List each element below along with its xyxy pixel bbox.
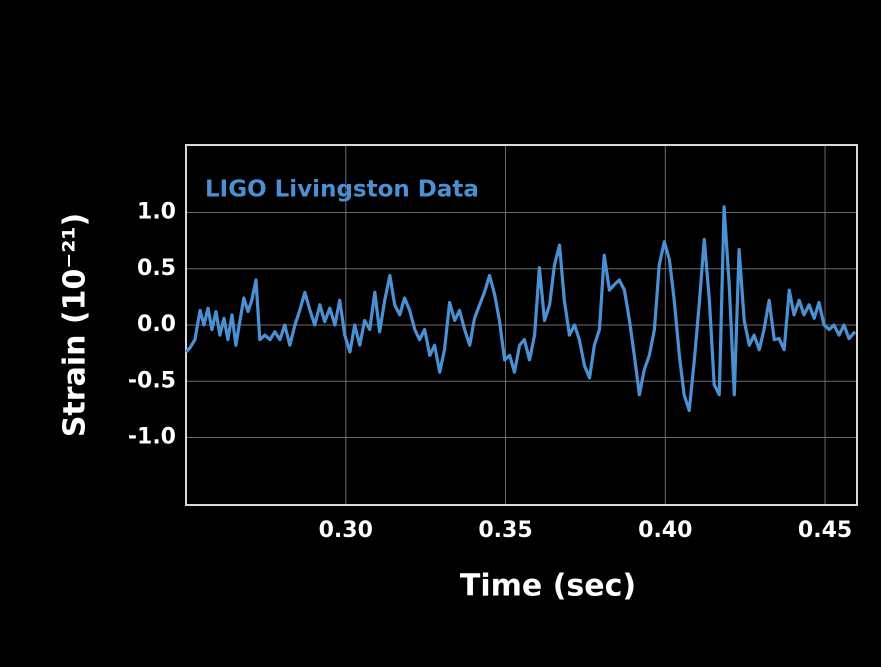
- x-axis-label: Time (sec): [460, 569, 636, 604]
- data-line: [184, 205, 857, 413]
- x-tick-label: 0.30: [319, 518, 373, 543]
- x-tick-label: 0.40: [638, 518, 692, 543]
- y-tick-label: 0.0: [137, 312, 176, 337]
- y-axis-label: Strain (10⁻²¹): [58, 213, 93, 437]
- x-tick-label: 0.45: [798, 518, 852, 543]
- plot-frame: [185, 144, 858, 506]
- y-tick-label: 1.0: [137, 200, 176, 225]
- x-tick-label: 0.35: [478, 518, 532, 543]
- y-tick-label: -1.0: [128, 425, 176, 450]
- y-tick-label: 0.5: [137, 256, 176, 281]
- y-tick-label: -0.5: [128, 368, 176, 393]
- annotation: LIGO Livingston Data: [205, 177, 479, 203]
